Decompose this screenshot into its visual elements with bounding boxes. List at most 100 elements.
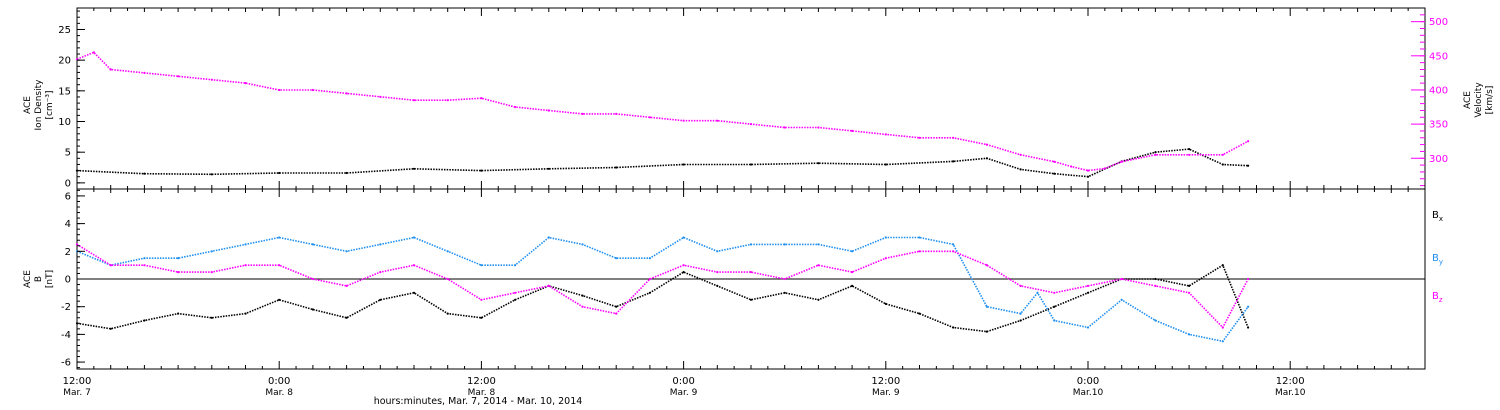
series-by-point	[547, 236, 550, 239]
velocity-axis-label-line2: Velocity	[1474, 82, 1484, 118]
series-by-point	[143, 257, 146, 260]
x-tick-date-label: Mar.10	[1073, 388, 1104, 398]
series-by-point	[1154, 319, 1157, 322]
series-bz-point	[682, 264, 685, 267]
x-axis-title: hours:minutes, Mar. 7, 2014 - Mar. 10, 2…	[374, 396, 583, 407]
velocity-tick-label: 400	[1429, 85, 1448, 96]
series-bz-point	[851, 271, 854, 274]
x-tick-time-label: 12:00	[63, 376, 92, 387]
series-velocity-point	[1188, 153, 1191, 156]
series-bx-point	[143, 319, 146, 322]
series-bx-line	[76, 264, 1249, 333]
x-tick-time-label: 0:00	[1077, 376, 1099, 387]
series-ion-density-point	[682, 163, 685, 166]
series-bx-point	[244, 312, 247, 315]
x-tick-time-label: 12:00	[871, 376, 900, 387]
series-ion-density-point	[1086, 175, 1090, 178]
series-velocity-point	[682, 119, 685, 122]
series-bz-point	[547, 284, 550, 287]
series-bx-point	[1053, 305, 1056, 308]
series-bz-point	[952, 250, 955, 253]
series-velocity-point	[817, 126, 820, 129]
series-bz-point	[244, 264, 247, 267]
series-by-point	[480, 264, 483, 267]
series-velocity-point	[1221, 153, 1224, 156]
series-velocity-point	[412, 99, 416, 102]
series-ion-density-point	[1053, 172, 1056, 175]
density-axis-label-line1: ACE	[23, 96, 33, 114]
series-velocity-point	[1103, 167, 1106, 170]
series-bx-point	[311, 308, 314, 311]
velocity-axis-ticks: 300 350 400 450 500	[1411, 14, 1448, 187]
series-by-point	[311, 243, 314, 246]
series-bz-point	[379, 271, 382, 274]
series-bz-point	[210, 271, 213, 274]
series-bz-point	[1221, 326, 1224, 329]
series-ion-density-point	[817, 162, 820, 165]
density-axis-label-line3: [cm⁻³]	[45, 90, 55, 119]
y-tick-label: 0	[65, 275, 71, 286]
series-ion-density-point	[884, 163, 887, 166]
series-bz-point	[514, 291, 517, 294]
series-by-point	[278, 236, 281, 239]
series-bx-point	[514, 298, 517, 301]
series-by-point	[985, 305, 989, 308]
density-axis-label-line2: Ion Density	[34, 79, 44, 131]
series-velocity-point	[1247, 140, 1250, 143]
series-by-point	[783, 243, 786, 246]
legend-by-sub: y	[1439, 258, 1443, 266]
series-ion-density-point	[749, 163, 753, 166]
series-bx-point	[1188, 284, 1191, 287]
y-tick-label: 15	[58, 86, 71, 97]
density-axis-ticks: 0 5 10 15 20 25	[58, 10, 85, 190]
series-by-point	[1188, 333, 1191, 336]
series-ion-density-point	[345, 171, 348, 175]
x-tick-date-label: Mar. 8	[468, 388, 496, 398]
series-by-point	[1019, 312, 1022, 315]
series-ion-density-point	[480, 169, 483, 172]
series-bx-point	[177, 312, 180, 315]
series-bz-point	[615, 312, 618, 315]
series-bz-point	[817, 264, 820, 267]
series-velocity-point	[1120, 160, 1123, 163]
top-panel-frame	[76, 7, 1426, 190]
series-bx-point	[1154, 277, 1157, 281]
legend-bz: Bz	[1432, 291, 1443, 304]
series-bx-point	[210, 316, 213, 319]
series-ion-density-point	[1221, 163, 1224, 166]
x-tick-time-label: 0:00	[672, 376, 694, 387]
series-bx-point	[446, 312, 449, 315]
series-by-point	[851, 250, 854, 253]
series-velocity-point	[1053, 160, 1056, 163]
series-by-point	[177, 257, 180, 260]
legend-by-main: B	[1432, 253, 1439, 264]
y-tick-label: 5	[65, 148, 71, 159]
series-bx-point	[480, 316, 483, 319]
x-tick-time-label: 0:00	[268, 376, 290, 387]
series-velocity-point	[177, 75, 180, 78]
series-velocity-point	[1154, 153, 1157, 156]
field-axis-ticks: -6 -4 -2 0 2 4 6	[61, 189, 85, 369]
series-by-point	[244, 243, 247, 246]
series-velocity-point	[547, 109, 550, 112]
series-bz-point	[581, 305, 584, 308]
series-ion-density-point	[985, 157, 989, 160]
series-by-point	[412, 236, 416, 239]
series-bz-point	[177, 271, 180, 274]
series-bx-point	[379, 298, 382, 301]
series-by-point	[615, 257, 618, 260]
series-bx-point	[952, 326, 955, 329]
series-velocity-point	[851, 129, 854, 132]
series-velocity-point	[615, 112, 618, 115]
y-tick-label: -2	[61, 302, 71, 313]
series-velocity-point	[581, 112, 584, 115]
series-by-point	[1086, 326, 1090, 329]
series-velocity-point	[311, 88, 314, 92]
y-tick-label: 10	[58, 117, 71, 128]
series-bz-point	[716, 271, 719, 274]
series-bx-point	[345, 316, 348, 319]
y-tick-label: -6	[61, 358, 71, 369]
series-velocity-point	[278, 88, 281, 92]
velocity-axis-label-line3: [km/s]	[1485, 86, 1495, 115]
series-velocity-point	[92, 51, 95, 54]
